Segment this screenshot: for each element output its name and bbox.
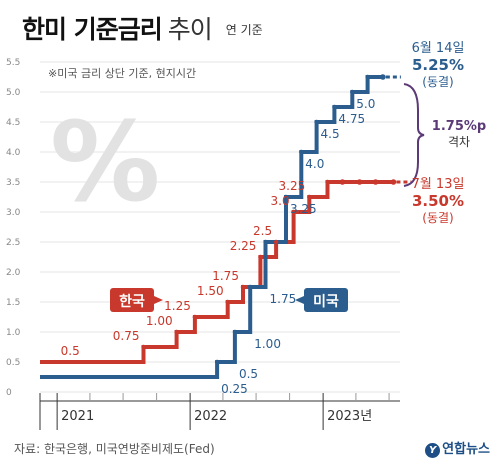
x-year-label-0: 2021	[61, 409, 94, 424]
series-1-step-point-4	[263, 239, 268, 245]
y-tick-label-6: 3.0	[6, 208, 21, 218]
annotation-us: 6월 14일 5.25% (동결)	[412, 41, 465, 89]
series-1-step-point-1	[214, 359, 220, 365]
annotation-korea-date: 7월 13일	[412, 177, 465, 192]
series-1-data-label-4: 3.25	[290, 202, 317, 216]
y-tick-label-0: 0	[6, 388, 12, 398]
legend-korea-pointer	[154, 296, 163, 304]
chart-note: ※미국 금리 상단 기준, 현지시간	[48, 67, 196, 80]
series-0-data-label-7: 2.5	[253, 224, 272, 238]
x-year-label-1: 2022	[194, 409, 227, 424]
series-1-step-point-8	[332, 104, 337, 110]
y-tick-label-9: 4.5	[6, 118, 20, 128]
series-0-data-label-4: 1.50	[197, 284, 224, 298]
legend-us-pointer	[295, 296, 304, 304]
percent-symbol-icon: %	[50, 98, 160, 226]
legend-us: 미국	[295, 288, 348, 312]
legend-korea: 한국	[110, 288, 163, 312]
annotation-us-status: (동결)	[422, 75, 453, 89]
y-tick-label-5: 2.5	[6, 238, 20, 248]
series-1-data-label-8: 5.0	[356, 97, 375, 111]
y-tick-label-4: 2.0	[6, 268, 21, 278]
series-1-data-label-0: 0.25	[221, 382, 248, 396]
x-year-label-2: 2023년	[327, 409, 372, 424]
annotation-us-date: 6월 14일	[412, 41, 465, 56]
annotation-gap: 1.75%p 격차	[403, 83, 486, 187]
y-tick-label-2: 1.0	[6, 328, 21, 338]
series-1-hold-point-0	[380, 74, 386, 80]
series-0-data-label-6: 2.25	[230, 239, 257, 253]
legend-korea-label: 한국	[119, 294, 145, 310]
series-1-step-point-10	[365, 74, 370, 80]
series-0-step-point-10	[325, 179, 330, 185]
annotation-us-value: 5.25%	[412, 56, 464, 74]
yonhap-logo: Y 연합뉴스	[425, 438, 490, 458]
series-1-step-point-5	[283, 194, 289, 200]
series-0-data-label-0: 0.5	[61, 344, 80, 358]
series-0-step-point-6	[258, 254, 263, 260]
title-row: 한미 기준금리 추이 연 기준	[22, 10, 263, 50]
annotation-gap-value: 1.75%p	[432, 119, 486, 134]
gap-brace	[403, 83, 425, 187]
series-0-data-label-3: 1.25	[164, 299, 191, 313]
series-1-data-label-2: 1.00	[254, 337, 281, 351]
series-1-data-label-5: 4.0	[305, 157, 324, 171]
series-1-step-point-6	[299, 149, 304, 155]
series-0-step-point-4	[225, 299, 230, 305]
series-0-data-label-2: 1.00	[146, 314, 173, 328]
series-1-step-point-3	[248, 284, 253, 290]
y-tick-label-11: 5.5	[6, 58, 20, 68]
chart-subtitle: 추이	[167, 15, 213, 44]
series-0-hold-point-0	[339, 179, 346, 185]
y-tick-label-10: 5.0	[6, 88, 21, 98]
series-0-data-label-1: 0.75	[113, 329, 140, 343]
series-0-hold-point-2	[372, 179, 379, 185]
annotation-korea: 7월 13일 3.50% (동결)	[412, 177, 465, 225]
series-0-step-point-8	[291, 209, 296, 215]
series-0-step-point-1	[141, 344, 146, 350]
series-1-step-point-2	[232, 329, 238, 335]
series-0-step-point-2	[174, 329, 179, 335]
annotation-korea-value: 3.50%	[412, 192, 464, 210]
y-tick-label-7: 3.5	[6, 178, 20, 188]
series-1-step-point-7	[314, 119, 319, 125]
series-1-step-point-9	[350, 89, 355, 95]
source-note: 자료: 한국은행, 미국연방준비제도(Fed)	[14, 442, 215, 456]
series-0-step-point-5	[240, 284, 246, 290]
y-tick-label-1: 0.5	[6, 358, 20, 368]
marker-layer	[141, 74, 397, 365]
legend-korea-box	[110, 288, 154, 312]
unit-label: 연 기준	[225, 23, 263, 37]
series-0-data-label-9: 3.25	[279, 179, 306, 193]
label-layer: 0.50.751.001.251.501.752.252.53.03.250.2…	[61, 97, 376, 396]
y-tick-label-8: 4.0	[6, 148, 21, 158]
legend-us-box	[304, 288, 348, 312]
x-axis: 2021 2022 2023년	[39, 393, 400, 430]
svg-text:%: %	[50, 98, 160, 226]
series-line-1	[40, 75, 383, 379]
chart-title: 한미 기준금리	[22, 15, 163, 44]
series-1-data-label-1: 0.5	[239, 367, 258, 381]
y-tick-label-3: 1.5	[6, 298, 20, 308]
series-0-step-point-7	[273, 239, 279, 245]
series-0-data-label-5: 1.75	[212, 269, 239, 283]
yonhap-logo-text: 연합뉴스	[442, 442, 490, 457]
series-0-hold-point-1	[356, 179, 363, 185]
series-0-step-point-3	[192, 314, 198, 320]
series-1-data-label-6: 4.5	[321, 127, 340, 141]
yonhap-logo-mark: Y	[425, 443, 441, 458]
series-0-hold-point-3	[390, 179, 397, 185]
series-1-data-label-7: 4.75	[338, 112, 365, 126]
series-0-step-point-9	[307, 194, 312, 200]
legend-us-label: 미국	[313, 294, 339, 310]
series-1-data-label-3: 1.75	[270, 292, 297, 306]
series-0-data-label-8: 3.0	[271, 194, 290, 208]
annotation-korea-status: (동결)	[422, 211, 453, 225]
annotation-gap-label: 격차	[448, 135, 470, 149]
